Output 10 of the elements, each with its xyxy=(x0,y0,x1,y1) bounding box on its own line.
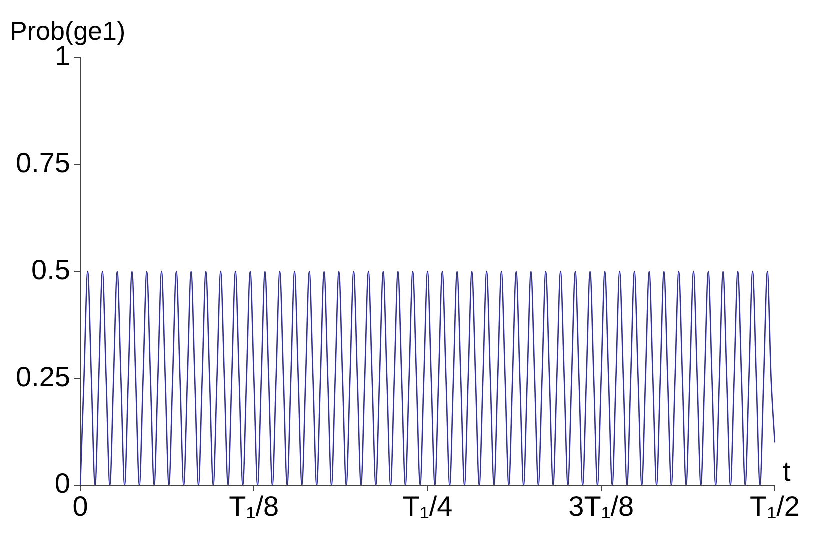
x-tick-label: T₁/2 xyxy=(750,490,800,522)
y-tick-label: 0 xyxy=(54,468,70,500)
x-tick-label: T₁/4 xyxy=(402,490,453,522)
y-tick-label: 0.75 xyxy=(16,148,70,179)
y-tick-label: 0.25 xyxy=(16,361,70,392)
x-axis-title: t xyxy=(783,456,791,488)
y-tick-label: 0.5 xyxy=(32,254,70,286)
x-tick-label: 3T₁/8 xyxy=(568,490,634,522)
y-axis-title: Prob(ge1) xyxy=(10,16,126,46)
x-tick-label: T₁/8 xyxy=(229,490,280,522)
